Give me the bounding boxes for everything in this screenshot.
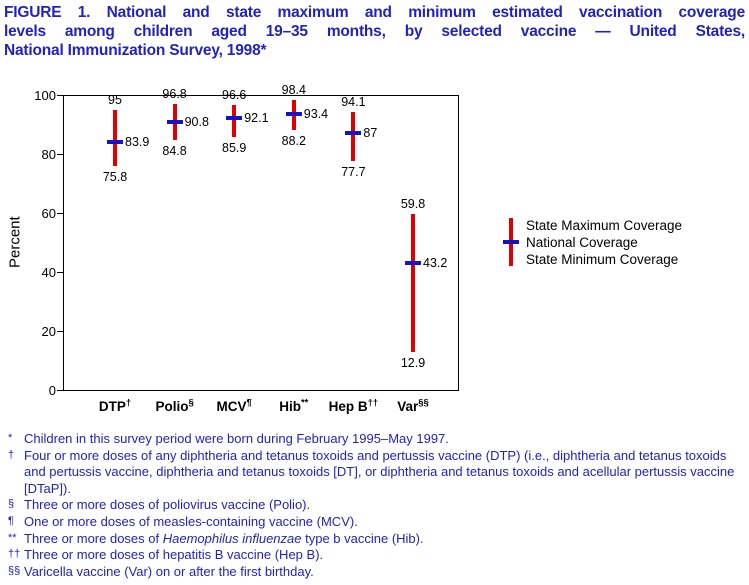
figure-title-line-2: levels among children aged 19–35 months,… bbox=[4, 23, 745, 40]
national-coverage-marker bbox=[166, 120, 183, 125]
x-axis-category-label: Polio§ bbox=[135, 397, 215, 414]
y-axis-tick bbox=[57, 271, 63, 273]
footnote-var: §§ Varicella vaccine (Var) on or after t… bbox=[8, 564, 745, 581]
national-value-label: 93.4 bbox=[303, 107, 329, 122]
footnote-symbol: §§ bbox=[8, 564, 21, 577]
footnote-symbol: § bbox=[8, 498, 15, 511]
figure-title-line-1: FIGURE 1. National and state maximum and… bbox=[4, 4, 745, 21]
footnotes: * Children in this survey period were bo… bbox=[8, 431, 745, 580]
category-label-superscript: §§ bbox=[418, 397, 429, 409]
category-label-superscript: § bbox=[188, 397, 194, 409]
min-value-label: 12.9 bbox=[400, 355, 426, 370]
category-label-superscript: † bbox=[125, 397, 132, 409]
footnote-birth-period: * Children in this survey period were bo… bbox=[8, 431, 745, 448]
x-axis-category-label: Hep B†† bbox=[313, 397, 393, 414]
national-coverage-marker bbox=[405, 260, 421, 265]
y-axis-tick-label: 80 bbox=[41, 146, 56, 162]
footnote-hepb: †† Three or more doses of hepatitis B va… bbox=[8, 547, 745, 564]
footnote-text: Four or more doses of any diphtheria and… bbox=[24, 447, 735, 496]
y-axis-tick-label: 60 bbox=[41, 205, 56, 221]
y-axis-title: Percent bbox=[6, 216, 24, 269]
footnote-symbol: * bbox=[8, 432, 13, 444]
y-axis-tick bbox=[57, 330, 63, 332]
footnote-mcv: ¶ One or more doses of measles-containin… bbox=[8, 514, 745, 531]
footnote-text: One or more doses of measles-containing … bbox=[24, 513, 358, 529]
x-axis-category-label: MCV¶ bbox=[194, 397, 274, 414]
footnote-text: Children in this survey period were born… bbox=[24, 431, 449, 446]
max-value-label: 95 bbox=[108, 92, 122, 107]
footnote-symbol: ¶ bbox=[8, 514, 14, 527]
max-value-label: 98.4 bbox=[281, 82, 306, 97]
national-value-label: 90.8 bbox=[184, 115, 209, 130]
min-value-label: 88.2 bbox=[281, 133, 306, 148]
national-value-label: 83.9 bbox=[125, 135, 150, 150]
national-coverage-marker bbox=[107, 140, 123, 145]
national-value-label: 43.2 bbox=[423, 255, 448, 270]
figure-title: FIGURE 1. National and state maximum and… bbox=[4, 3, 745, 60]
y-axis-tick bbox=[57, 389, 63, 391]
category-label-text: DTP bbox=[98, 399, 126, 414]
category-label-text: Polio bbox=[155, 399, 189, 414]
footnote-symbol: †† bbox=[8, 548, 21, 561]
y-axis-tick-label: 100 bbox=[34, 87, 56, 103]
x-axis-category-label: Var§§ bbox=[373, 397, 453, 414]
footnote-text: Three or more doses of hepatitis B vacci… bbox=[24, 547, 324, 563]
legend: State Maximum Coverage National Coverage… bbox=[503, 216, 682, 268]
min-value-label: 85.9 bbox=[222, 140, 247, 155]
legend-item-state-maximum: State Maximum Coverage bbox=[526, 217, 683, 233]
footnote-symbol: ** bbox=[8, 531, 17, 544]
footnote-text-italic: Haemophilus influenzae bbox=[162, 530, 302, 546]
national-coverage-marker-icon bbox=[503, 240, 519, 244]
legend-labels: State Maximum Coverage National Coverage… bbox=[526, 217, 682, 268]
state-range-line bbox=[113, 109, 117, 167]
footnote-dtp: † Four or more doses of any diphtheria a… bbox=[8, 448, 745, 498]
min-value-label: 77.7 bbox=[341, 164, 366, 179]
national-value-label: 87 bbox=[363, 126, 378, 141]
footnote-hib: ** Three or more doses of Haemophilus in… bbox=[8, 531, 745, 548]
plot-area bbox=[63, 95, 459, 391]
y-axis-tick bbox=[57, 212, 63, 214]
category-label-text: Hib bbox=[279, 399, 301, 414]
footnote-text: Varicella vaccine (Var) on or after the … bbox=[24, 563, 314, 579]
y-axis-tick bbox=[57, 153, 63, 155]
footnote-symbol: † bbox=[8, 448, 15, 461]
category-label-superscript: ¶ bbox=[246, 397, 252, 409]
footnote-text: Three or more doses of poliovirus vaccin… bbox=[24, 497, 311, 513]
chart: Percent State Maximum Coverage National … bbox=[6, 82, 683, 414]
footnote-text-pre: Three or more doses of bbox=[24, 530, 163, 546]
y-axis-tick bbox=[57, 94, 63, 96]
y-axis-tick-label: 20 bbox=[41, 323, 56, 339]
x-axis-category-label: DTP† bbox=[75, 397, 155, 414]
legend-item-national: National Coverage bbox=[526, 234, 638, 250]
national-coverage-marker bbox=[226, 116, 243, 121]
x-axis-category-label: Hib** bbox=[254, 397, 334, 414]
max-value-label: 96.8 bbox=[162, 87, 187, 102]
min-value-label: 75.8 bbox=[102, 170, 128, 185]
state-range-line bbox=[351, 112, 356, 161]
y-axis-tick-label: 0 bbox=[48, 382, 56, 398]
national-coverage-marker bbox=[345, 131, 362, 136]
national-value-label: 92.1 bbox=[244, 111, 269, 126]
y-axis-tick-label: 40 bbox=[41, 264, 56, 280]
legend-range-glyph bbox=[503, 216, 519, 268]
state-range-line bbox=[411, 213, 415, 352]
category-label-superscript: †† bbox=[367, 397, 379, 409]
state-range-line bbox=[232, 105, 237, 137]
min-value-label: 84.8 bbox=[162, 143, 187, 158]
max-value-label: 94.1 bbox=[341, 95, 366, 110]
category-label-text: Var bbox=[397, 399, 419, 414]
legend-item-state-minimum: State Minimum Coverage bbox=[526, 251, 679, 267]
footnote-text: Three or more doses of Haemophilus influ… bbox=[24, 531, 424, 546]
max-value-label: 59.8 bbox=[400, 196, 426, 211]
category-label-text: MCV bbox=[216, 399, 247, 414]
category-label-superscript: ** bbox=[300, 397, 309, 409]
figure-title-line-3: National Immunization Survey, 1998* bbox=[4, 42, 267, 59]
max-value-label: 96.6 bbox=[222, 88, 247, 103]
national-coverage-marker bbox=[285, 112, 302, 117]
category-label-text: Hep B bbox=[328, 399, 368, 414]
footnote-polio: § Three or more doses of poliovirus vacc… bbox=[8, 497, 745, 514]
footnote-text-post: type b vaccine (Hib). bbox=[301, 530, 424, 546]
